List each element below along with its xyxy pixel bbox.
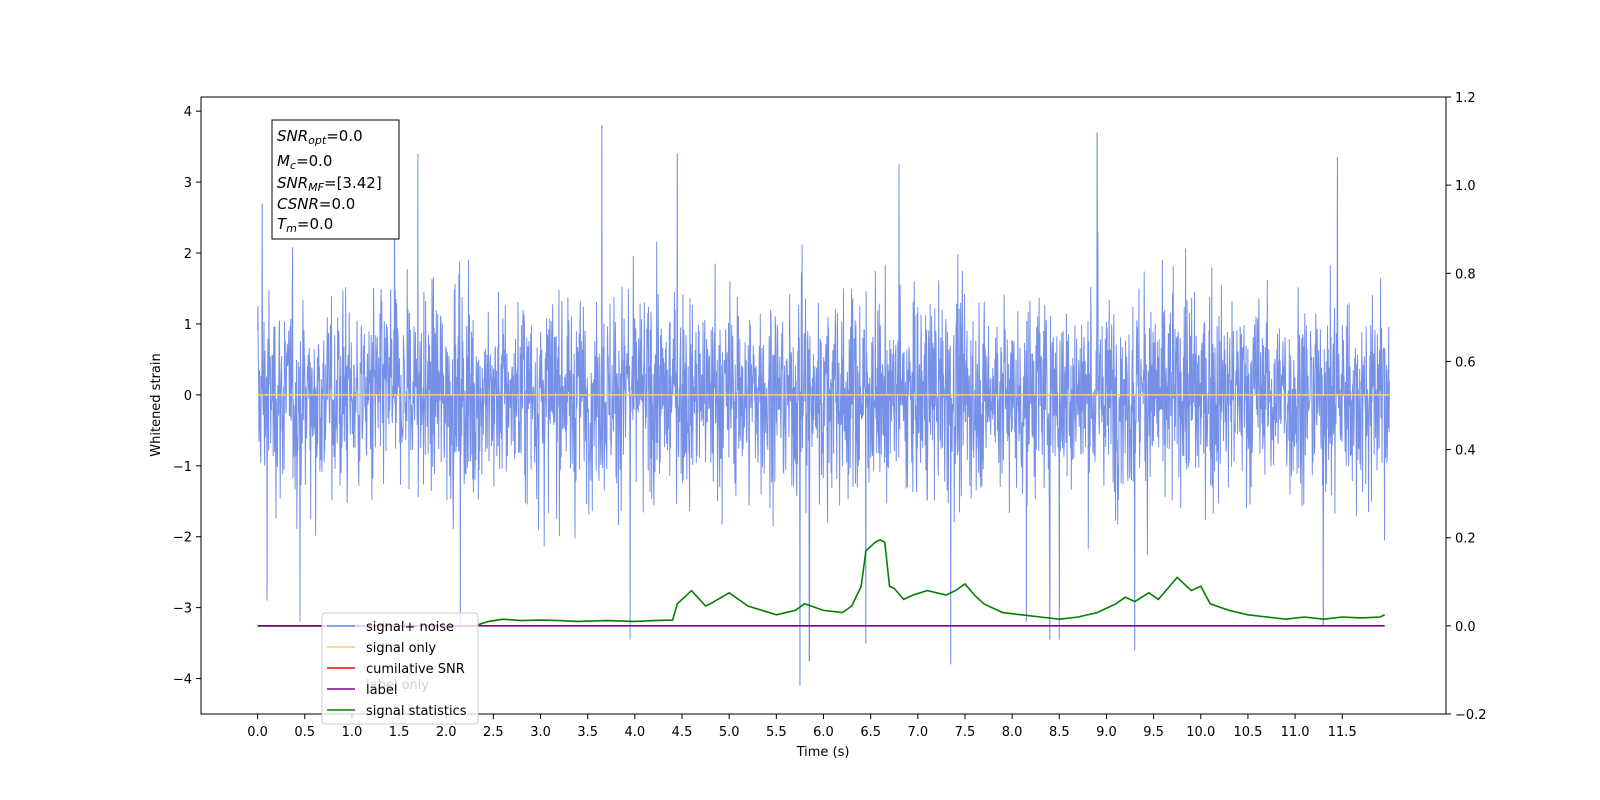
x-tick-label: 4.5 bbox=[672, 725, 693, 740]
legend-label: label bbox=[366, 683, 397, 698]
y-tick-label: −2 bbox=[173, 531, 192, 546]
x-tick-label: 10.0 bbox=[1186, 725, 1215, 740]
x-tick-label: 11.0 bbox=[1281, 725, 1310, 740]
x-tick-label: 5.5 bbox=[766, 725, 787, 740]
x-tick-label: 6.5 bbox=[860, 725, 881, 740]
legend-label: signal statistics bbox=[366, 704, 467, 719]
y-right-tick-label: 0.6 bbox=[1455, 355, 1476, 370]
legend-label: signal only bbox=[366, 641, 436, 656]
y-right-tick-label: −0.2 bbox=[1455, 708, 1487, 723]
y-tick-label: −4 bbox=[173, 673, 192, 688]
x-tick-label: 9.5 bbox=[1143, 725, 1164, 740]
legend-frame bbox=[321, 612, 479, 725]
stat-snr-opt-value: =0.0 bbox=[326, 127, 362, 145]
y-tick-label: −3 bbox=[173, 602, 192, 617]
stat-csnr: CSNR=0.0 bbox=[277, 195, 355, 213]
stat-csnr-value: =0.0 bbox=[319, 195, 355, 213]
stat-mc: Mc=0.0 bbox=[277, 152, 332, 172]
stat-tm-value: =0.0 bbox=[297, 215, 333, 233]
series-line-signal-statistics bbox=[257, 539, 1386, 627]
x-tick-label: 7.5 bbox=[955, 725, 976, 740]
x-tick-label: 9.0 bbox=[1096, 725, 1117, 740]
y-tick-label: 0 bbox=[184, 389, 192, 404]
stat-snr-mf-symbol: SNR bbox=[277, 174, 308, 192]
statistics-box-frame bbox=[271, 119, 400, 240]
stat-mc-symbol: M bbox=[277, 152, 290, 170]
x-tick-label: 0.0 bbox=[247, 725, 268, 740]
y-tick-label: 1 bbox=[184, 318, 192, 333]
x-tick-label: 8.0 bbox=[1002, 725, 1023, 740]
legend-label: signal+ noise bbox=[366, 620, 454, 635]
x-tick-label: 2.0 bbox=[436, 725, 457, 740]
y-tick-label: −1 bbox=[173, 460, 192, 475]
x-axis-label: Time (s) bbox=[796, 745, 850, 760]
stat-mc-subscript: c bbox=[290, 159, 296, 172]
series-layer bbox=[257, 125, 1390, 686]
x-tick-label: 0.5 bbox=[294, 725, 315, 740]
stat-csnr-symbol: CSNR bbox=[277, 195, 319, 213]
x-tick-label: 7.0 bbox=[907, 725, 928, 740]
stat-snr-opt: SNRopt=0.0 bbox=[277, 127, 363, 147]
stat-mc-value: =0.0 bbox=[296, 152, 332, 170]
legend-label: cumilative SNR bbox=[366, 662, 465, 677]
x-tick-label: 3.5 bbox=[577, 725, 598, 740]
statistics-box: SNRopt=0.0 Mc=0.0 SNRMF=[3.42] CSNR=0.0 … bbox=[271, 119, 400, 240]
x-tick-label: 4.0 bbox=[625, 725, 646, 740]
stat-snr-mf: SNRMF=[3.42] bbox=[277, 174, 382, 194]
stat-tm: Tm=0.0 bbox=[277, 215, 333, 235]
x-tick-label: 3.0 bbox=[530, 725, 551, 740]
x-tick-label: 5.0 bbox=[719, 725, 740, 740]
series-line-signal-noise bbox=[257, 125, 1390, 686]
stat-snr-mf-value: =[3.42] bbox=[324, 174, 382, 192]
y-axis-right: 1.2 1.0 0.8 0.6 0.4 0.2 0.0 −0.2 bbox=[1446, 91, 1487, 723]
y-right-tick-label: 1.0 bbox=[1455, 179, 1476, 194]
stat-tm-symbol: T bbox=[277, 215, 288, 233]
y-right-tick-label: 0.4 bbox=[1455, 444, 1476, 459]
x-tick-label: 10.5 bbox=[1233, 725, 1262, 740]
x-tick-label: 8.5 bbox=[1049, 725, 1070, 740]
stat-snr-opt-symbol: SNR bbox=[277, 127, 308, 145]
x-tick-label: 6.0 bbox=[813, 725, 834, 740]
legend: label only signal+ noise signal only cumil… bbox=[321, 612, 479, 725]
legend-hidden-entry: label only bbox=[366, 678, 429, 693]
y-right-tick-label: 0.8 bbox=[1455, 267, 1476, 282]
stat-snr-opt-subscript: opt bbox=[308, 134, 327, 147]
y-axis-label: Whitened strain bbox=[149, 353, 164, 456]
y-axis-left: 4 3 2 1 0 −1 −2 −3 −4 bbox=[173, 105, 201, 688]
stat-tm-subscript: m bbox=[286, 222, 297, 235]
y-right-tick-label: 0.0 bbox=[1455, 620, 1476, 635]
x-tick-label: 1.0 bbox=[342, 725, 363, 740]
x-tick-label: 2.5 bbox=[483, 725, 504, 740]
y-tick-label: 2 bbox=[184, 247, 192, 262]
y-tick-label: 4 bbox=[184, 105, 192, 120]
x-tick-label: 1.5 bbox=[389, 725, 410, 740]
y-right-tick-label: 0.2 bbox=[1455, 532, 1476, 547]
stat-snr-mf-subscript: MF bbox=[308, 181, 324, 194]
x-axis: 0.0 0.5 1.0 1.5 2.0 2.5 3.0 3.5 4.0 4.5 5.0 5.5 6.0 6… bbox=[247, 714, 1357, 740]
y-right-tick-label: 1.2 bbox=[1455, 91, 1476, 106]
x-tick-label: 11.5 bbox=[1328, 725, 1357, 740]
y-tick-label: 3 bbox=[184, 176, 192, 191]
